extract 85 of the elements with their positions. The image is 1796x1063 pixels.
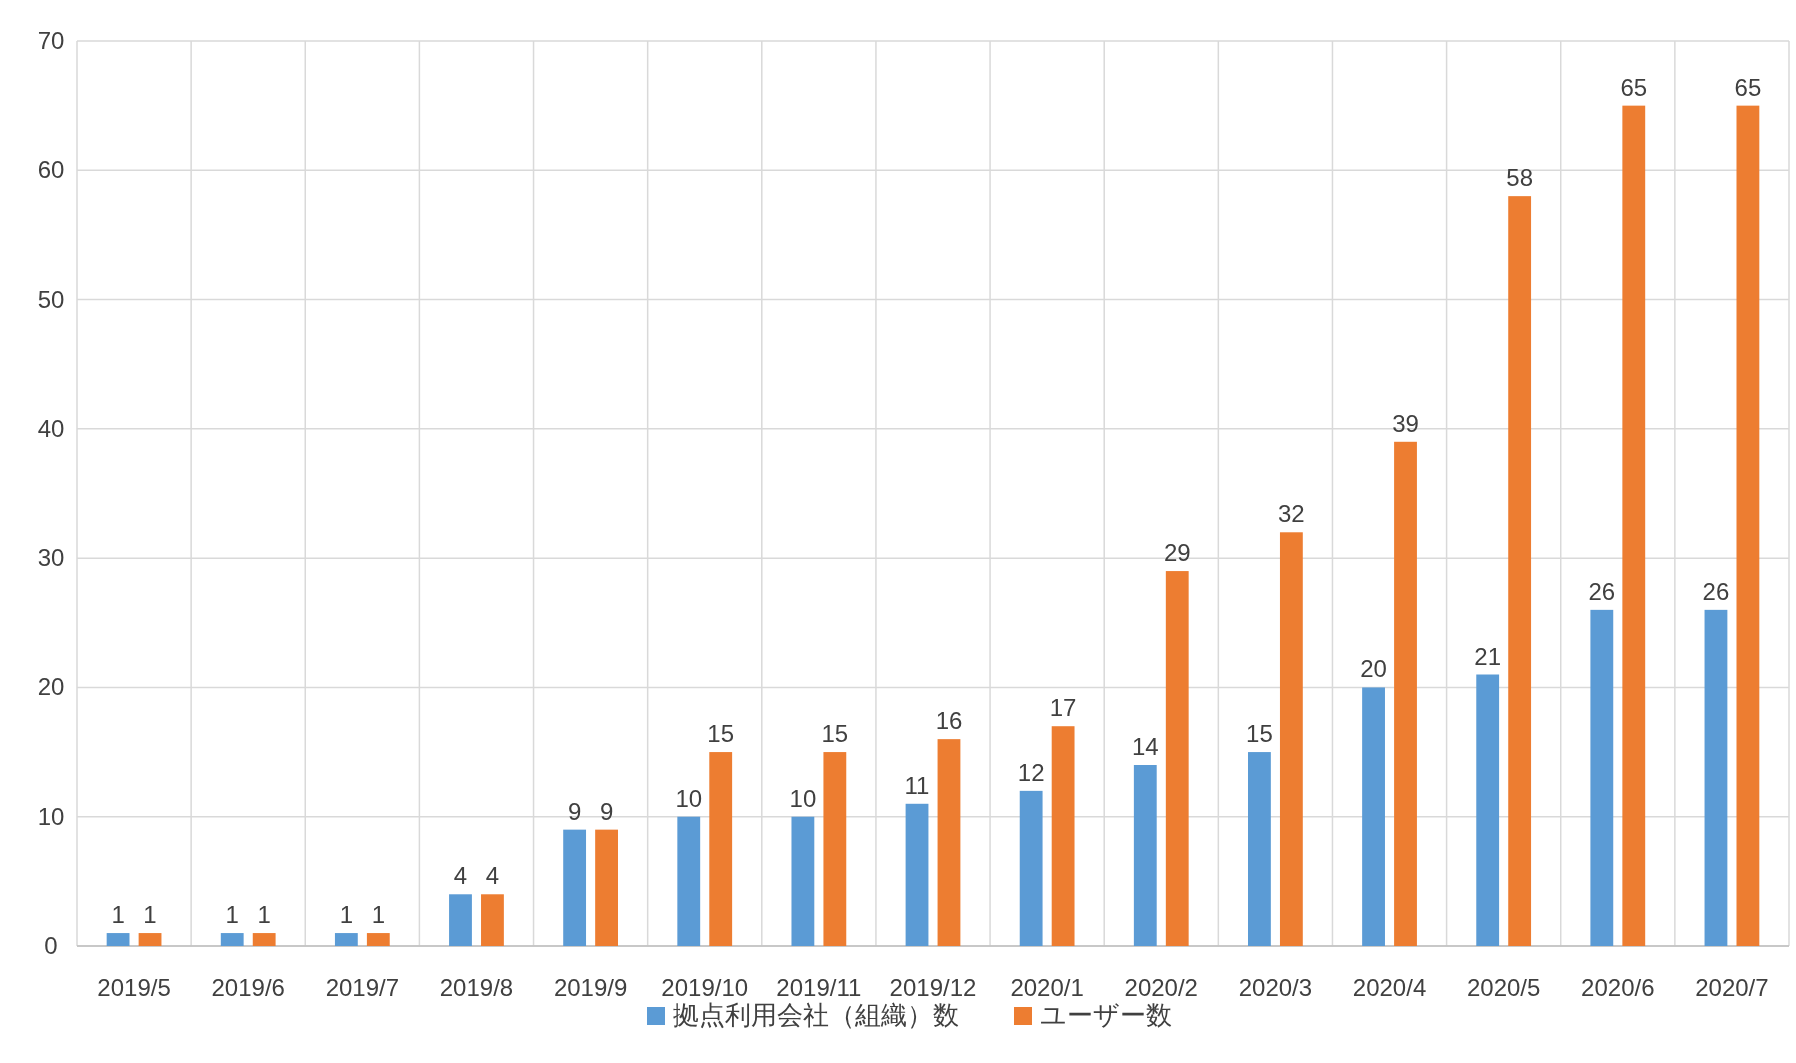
data-label: 10 [789,784,817,812]
x-tick-label: 2020/3 [1238,974,1313,1001]
bar [1394,441,1417,946]
data-label: 1 [143,901,157,929]
data-label: 32 [1278,500,1305,528]
data-label: 4 [453,862,468,890]
x-tick-label: 2019/8 [439,974,514,1001]
bar [1248,752,1271,946]
x-tick-label: 2019/6 [211,974,285,1001]
data-label: 9 [567,797,582,825]
data-label: 58 [1506,164,1533,192]
bar [366,933,390,946]
bar [449,894,472,946]
data-label: 65 [1620,73,1648,101]
x-tick-label: 2020/2 [1124,974,1198,1001]
bar [791,816,815,946]
data-label: 16 [935,707,963,735]
data-label: 21 [1474,642,1502,670]
data-label: 26 [1588,577,1616,605]
data-label: 14 [1131,733,1159,760]
bar [709,752,733,946]
bar [563,829,587,946]
data-label: 10 [675,784,703,812]
y-tick-label: 30 [37,544,65,572]
data-label: 1 [225,901,239,929]
data-label: 15 [1246,720,1273,748]
data-label: 20 [1360,655,1387,683]
data-label: 4 [485,862,500,890]
x-tick-label: 2020/6 [1581,974,1655,1001]
legend-label: 拠点利用会社（組織）数 [673,1000,959,1030]
bar [220,933,244,946]
bar [252,933,276,946]
bar [106,933,130,946]
x-tick-label: 2020/1 [1010,974,1084,1001]
data-label: 65 [1734,73,1762,101]
x-tick-label: 2019/11 [776,974,862,1001]
data-label: 29 [1163,539,1191,567]
y-tick-label: 50 [37,285,65,313]
bar [1165,571,1189,946]
bar [1019,790,1043,946]
bar [905,803,929,946]
data-label: 15 [821,720,849,748]
bar [677,816,701,946]
y-tick-label: 0 [44,932,58,959]
y-tick-label: 70 [37,27,65,54]
bar [1622,105,1646,946]
data-label: 1 [111,901,125,929]
data-label: 26 [1702,577,1730,605]
data-label: 9 [599,797,614,825]
x-tick-label: 2019/9 [553,974,628,1001]
bar [1590,609,1614,946]
data-label: 39 [1392,409,1419,437]
data-label: 1 [371,901,385,929]
legend-label: ユーザー数 [1040,1000,1172,1030]
y-tick-label: 10 [37,802,65,830]
data-label: 1 [257,901,271,929]
x-tick-label: 2019/12 [889,974,977,1001]
bar [595,829,618,946]
bar [1279,532,1303,946]
bar [138,933,162,946]
data-label: 12 [1017,758,1045,786]
data-label: 1 [339,901,354,929]
bar [1508,196,1532,946]
y-tick-label: 40 [37,414,65,442]
bar [937,739,961,946]
bar [823,752,847,946]
x-tick-label: 2020/5 [1466,974,1541,1001]
x-tick-label: 2019/5 [97,974,171,1001]
bar [481,894,504,946]
bar [1051,726,1075,946]
data-label: 11 [904,771,930,799]
bar [1133,765,1157,946]
y-tick-label: 60 [37,156,65,184]
bar [1362,687,1385,946]
x-tick-label: 2019/10 [661,974,749,1001]
data-label: 15 [707,720,735,748]
bar [1704,609,1728,946]
x-tick-label: 2020/7 [1695,974,1769,1001]
data-label: 17 [1049,694,1077,722]
bar [1736,105,1760,946]
y-tick-label: 20 [37,673,65,701]
bar [334,933,358,946]
x-tick-label: 2020/4 [1352,974,1427,1001]
x-tick-label: 2019/7 [325,974,400,1001]
bar [1476,674,1500,946]
